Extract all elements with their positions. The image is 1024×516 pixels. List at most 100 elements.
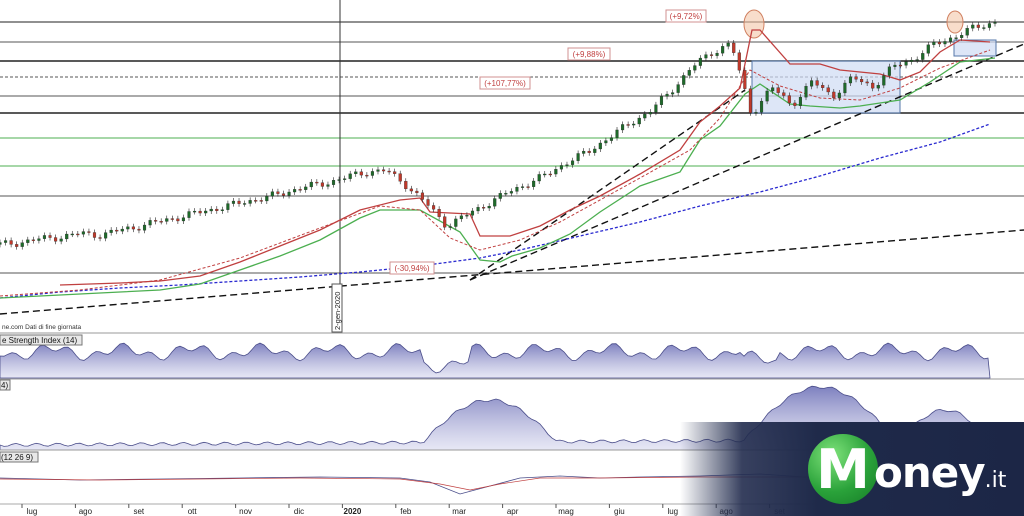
x-tick-label: apr bbox=[507, 507, 519, 516]
indicator-2-label: 4) bbox=[1, 381, 8, 390]
candle bbox=[565, 164, 569, 166]
candle bbox=[826, 87, 830, 93]
indicator-panel-2: 4) bbox=[0, 379, 991, 451]
candle bbox=[415, 190, 419, 194]
candle bbox=[65, 233, 69, 240]
annotation-pct1: (+9,72%) bbox=[670, 12, 703, 21]
candle bbox=[298, 189, 302, 191]
candle bbox=[365, 174, 369, 177]
logo-m-icon: M bbox=[808, 434, 878, 504]
candle bbox=[604, 140, 608, 144]
candle bbox=[876, 85, 880, 89]
candle bbox=[932, 41, 936, 45]
candle bbox=[0, 242, 2, 245]
candle bbox=[904, 61, 908, 66]
candle bbox=[537, 174, 541, 182]
x-tick-label: feb bbox=[400, 507, 412, 516]
candle bbox=[4, 240, 8, 243]
candle bbox=[59, 238, 63, 242]
candle bbox=[715, 52, 719, 56]
candle bbox=[887, 66, 891, 76]
candle bbox=[832, 91, 836, 99]
candle bbox=[659, 96, 664, 105]
candle bbox=[865, 81, 869, 84]
candle bbox=[982, 27, 986, 29]
x-tick-label: ago bbox=[79, 507, 93, 516]
candle bbox=[798, 96, 802, 106]
candle bbox=[615, 129, 619, 138]
candle bbox=[137, 228, 141, 231]
candle bbox=[120, 228, 124, 232]
candle bbox=[937, 41, 941, 45]
candle bbox=[465, 215, 469, 217]
candle bbox=[54, 237, 58, 242]
candle bbox=[187, 211, 191, 218]
candle bbox=[209, 208, 213, 212]
candle bbox=[281, 193, 286, 196]
candle bbox=[432, 205, 436, 210]
logo-text: oney.it bbox=[874, 448, 1006, 497]
candle bbox=[943, 41, 947, 45]
candle bbox=[765, 90, 769, 102]
candle bbox=[343, 178, 347, 180]
candle bbox=[837, 92, 841, 99]
rsi-panel: e Strength Index (14) bbox=[0, 334, 1024, 379]
peak-highlight bbox=[743, 9, 765, 39]
candle bbox=[948, 37, 953, 42]
x-tick-label: lug bbox=[27, 507, 38, 516]
candle bbox=[265, 196, 269, 202]
candle bbox=[387, 170, 391, 173]
candle bbox=[926, 44, 930, 54]
brand-logo: M oney.it bbox=[680, 422, 1024, 516]
indicator-2-area bbox=[0, 385, 991, 451]
candle bbox=[498, 193, 502, 199]
rsi-area bbox=[0, 342, 991, 379]
candle bbox=[154, 220, 158, 222]
candle bbox=[9, 240, 13, 245]
candle bbox=[348, 173, 352, 179]
candle bbox=[821, 85, 825, 88]
candle bbox=[198, 210, 202, 214]
candle bbox=[671, 92, 675, 95]
candle bbox=[704, 54, 708, 59]
candle bbox=[142, 224, 147, 231]
candle bbox=[237, 200, 241, 204]
candle bbox=[354, 171, 358, 175]
candle bbox=[698, 57, 702, 66]
candle bbox=[570, 160, 575, 165]
source-note: ne.com Dati di fine giornata bbox=[2, 324, 82, 331]
candle bbox=[104, 232, 108, 239]
candle bbox=[993, 22, 997, 24]
annotation-pct3: (+107,77%) bbox=[484, 79, 526, 88]
candle bbox=[459, 215, 463, 220]
candle bbox=[532, 180, 536, 187]
x-tick-label: giu bbox=[614, 507, 625, 516]
candle bbox=[126, 226, 130, 230]
candle bbox=[621, 124, 625, 131]
x-tick-label: set bbox=[133, 507, 144, 516]
candle bbox=[960, 35, 964, 38]
candle bbox=[159, 221, 163, 223]
x-tick-label: ott bbox=[188, 507, 198, 516]
candle bbox=[971, 24, 975, 29]
candle bbox=[848, 76, 853, 84]
candle bbox=[771, 87, 775, 92]
candle bbox=[437, 209, 441, 217]
candle bbox=[804, 86, 808, 98]
candle bbox=[448, 226, 452, 228]
candle bbox=[276, 191, 280, 194]
candle bbox=[509, 191, 513, 194]
candle bbox=[131, 226, 135, 230]
candle bbox=[815, 80, 819, 86]
candle bbox=[693, 65, 697, 71]
candle bbox=[860, 79, 864, 83]
upper-band bbox=[59, 29, 991, 286]
annotations: (+9,72%) (+9,88%) (+107,77%) (-30,94%) 2… bbox=[2, 9, 707, 333]
x-tick-label: mag bbox=[558, 507, 574, 516]
candle bbox=[165, 218, 169, 222]
candle bbox=[48, 235, 52, 238]
lower-band bbox=[0, 57, 996, 299]
logo-tld: .it bbox=[984, 468, 1007, 493]
candle bbox=[676, 84, 680, 93]
candle bbox=[520, 186, 525, 188]
